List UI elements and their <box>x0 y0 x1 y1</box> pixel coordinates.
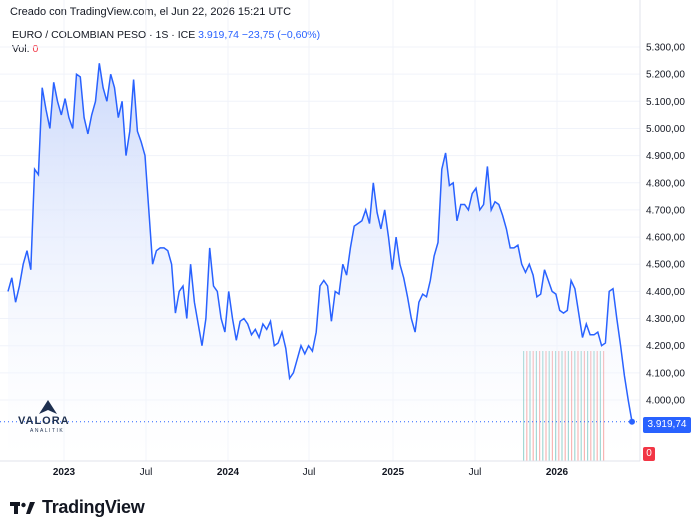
valora-subtext: ANALITIK <box>30 428 65 434</box>
valora-logo-icon <box>39 400 57 414</box>
last-price: 3.919,74 <box>198 29 239 41</box>
y-tick-label: 4.000,00 <box>646 396 685 407</box>
y-tick-label: 4.300,00 <box>646 314 685 325</box>
y-tick-label: 4.100,00 <box>646 368 685 379</box>
y-tick-label: 4.500,00 <box>646 260 685 271</box>
x-tick-label: 2025 <box>382 467 405 478</box>
y-tick-label: 4.200,00 <box>646 341 685 352</box>
tradingview-wordmark: TradingView <box>42 497 145 517</box>
y-tick-label: 5.200,00 <box>646 70 685 81</box>
volume-label[interactable]: Vol. <box>12 43 30 55</box>
price-change: −23,75 (−0,60%) <box>241 29 321 41</box>
tradingview-logo[interactable]: TradingView <box>10 497 145 518</box>
x-tick-label: Jul <box>469 467 482 478</box>
symbol-title[interactable]: EURO / COLOMBIAN PESO · 1S · ICE <box>12 29 196 41</box>
creator-caption: Creado con TradingView.com, el Jun 22, 2… <box>10 6 292 18</box>
x-tick-label: Jul <box>303 467 316 478</box>
y-tick-label: 5.100,00 <box>646 97 685 108</box>
volume-badge: 0 <box>643 447 655 461</box>
y-tick-label: 4.800,00 <box>646 178 685 189</box>
y-tick-label: 5.300,00 <box>646 43 685 54</box>
last-price-badge: 3.919,74 <box>643 417 691 433</box>
y-tick-label: 4.600,00 <box>646 233 685 244</box>
x-tick-label: 2024 <box>217 467 240 478</box>
symbol-legend: EURO / COLOMBIAN PESO · 1S · ICE 3.919,7… <box>12 28 320 56</box>
y-tick-label: 4.900,00 <box>646 151 685 162</box>
y-tick-label: 4.400,00 <box>646 287 685 298</box>
x-tick-label: 2026 <box>546 467 569 478</box>
volume-value: 0 <box>32 43 39 55</box>
tradingview-icon <box>10 501 35 514</box>
x-tick-label: 2023 <box>53 467 76 478</box>
y-tick-label: 4.700,00 <box>646 205 685 216</box>
last-price-dot <box>629 418 635 425</box>
valora-wordmark: VALORA <box>18 415 70 427</box>
price-area-fill <box>8 63 632 462</box>
valora-watermark: VALORA ANALITIK <box>18 399 78 434</box>
price-line <box>7 63 633 422</box>
x-tick-label: Jul <box>140 467 153 478</box>
y-tick-label: 5.000,00 <box>646 124 685 135</box>
